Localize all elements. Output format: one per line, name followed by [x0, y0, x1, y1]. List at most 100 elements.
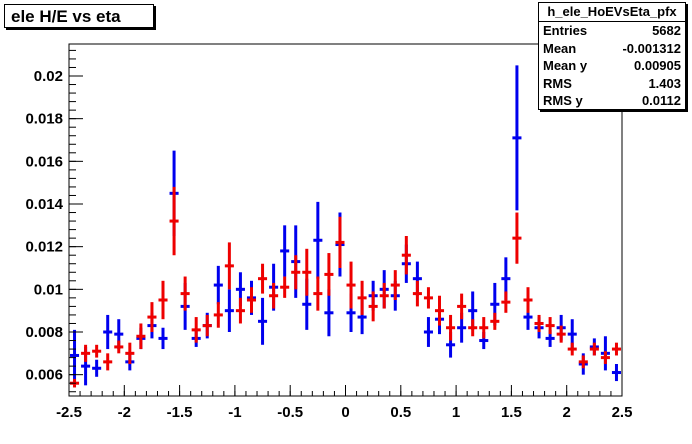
data-point: [158, 327, 168, 350]
data-point: [191, 317, 201, 343]
stats-value: 1.403: [648, 75, 681, 91]
y-tick-label: 0.014: [25, 196, 63, 213]
stats-label: Mean y: [543, 58, 588, 74]
data-point: [114, 340, 124, 354]
y-tick-label: 0.018: [25, 111, 63, 128]
data-point: [213, 302, 223, 328]
x-tick-label: 2.5: [612, 404, 633, 421]
y-tick-label: 0.012: [25, 239, 63, 256]
stats-row-mean-y: Mean y 0.00905: [539, 57, 685, 75]
stats-value: 5682: [652, 23, 681, 38]
stats-label: Mean: [543, 40, 577, 56]
stats-label: RMS: [543, 75, 572, 91]
data-point: [512, 65, 522, 211]
data-point: [457, 293, 467, 320]
data-point: [335, 216, 345, 268]
data-point: [324, 289, 334, 337]
chart-title: ele H/E vs eta: [4, 4, 154, 28]
data-point: [611, 342, 621, 356]
stats-row-rms: RMS 1.403: [539, 75, 685, 93]
data-point: [235, 297, 245, 324]
data-point: [202, 314, 212, 337]
data-point: [125, 342, 135, 364]
data-point: [291, 255, 301, 290]
data-point: [468, 319, 478, 337]
data-point: [490, 312, 500, 330]
data-point: [512, 212, 522, 264]
data-point: [213, 265, 223, 305]
x-tick-label: 1: [452, 404, 460, 421]
y-tick-label: 0.008: [25, 324, 63, 341]
data-point: [446, 314, 456, 341]
data-point: [103, 353, 113, 371]
data-point: [313, 276, 323, 311]
data-point: [280, 225, 290, 277]
data-point: [169, 186, 179, 256]
data-point: [324, 253, 334, 296]
data-point: [578, 355, 588, 369]
stats-label: Entries: [543, 23, 588, 38]
stats-box: h_ele_HoEVsEta_pfx Entries 5682 Mean -0.…: [538, 2, 686, 110]
data-point: [556, 325, 566, 343]
data-point: [92, 344, 102, 358]
stats-row-entries: Entries 5682: [539, 22, 685, 40]
data-point: [258, 263, 268, 294]
data-point: [158, 280, 168, 320]
x-tick-label: -2: [118, 404, 131, 421]
data-point: [357, 280, 367, 315]
x-tick-label: 0: [341, 404, 349, 421]
data-point: [434, 295, 445, 326]
y-tick-label: 0.016: [25, 153, 63, 170]
x-tick-label: -2.5: [56, 404, 82, 421]
data-point: [523, 287, 533, 313]
data-point: [269, 282, 279, 309]
data-point: [313, 201, 323, 279]
data-point: [346, 261, 356, 309]
data-point: [302, 248, 312, 296]
y-tick-label: 0.006: [25, 367, 63, 384]
series-red: [70, 186, 621, 388]
data-point: [224, 242, 234, 290]
data-point: [545, 317, 555, 335]
x-tick-label: -0.5: [277, 404, 303, 421]
data-point: [423, 287, 433, 309]
data-point: [368, 291, 378, 322]
x-tick-label: 0.5: [390, 404, 411, 421]
data-point: [611, 364, 621, 382]
data-point: [280, 276, 290, 298]
chart-marks: [70, 65, 621, 388]
data-point: [103, 314, 113, 350]
data-point: [534, 314, 544, 332]
data-point: [258, 297, 268, 345]
data-point: [479, 317, 489, 339]
data-point: [379, 282, 389, 309]
stats-value: 0.00905: [634, 58, 681, 74]
data-point: [180, 276, 190, 311]
data-point: [92, 359, 102, 377]
data-point: [136, 323, 146, 350]
stats-row-mean: Mean -0.001312: [539, 40, 685, 58]
stats-row-rms-y: RMS y 0.0112: [539, 92, 685, 110]
data-point: [390, 270, 400, 300]
data-point: [501, 291, 511, 313]
x-tick-label: -1.5: [167, 404, 193, 421]
data-point: [589, 342, 599, 356]
data-point: [147, 302, 157, 332]
data-point: [224, 289, 234, 332]
stats-histogram-name: h_ele_HoEVsEta_pfx: [539, 3, 685, 22]
data-point: [246, 287, 257, 313]
series-blue: [70, 65, 621, 386]
stats-value: -0.001312: [622, 40, 681, 56]
data-point: [567, 342, 577, 356]
y-tick-label: 0.01: [34, 281, 63, 298]
x-tick-label: 1.5: [501, 404, 522, 421]
x-tick-label: -1: [228, 404, 241, 421]
data-point: [412, 280, 422, 307]
data-point: [70, 329, 80, 382]
stats-label: RMS y: [543, 93, 583, 109]
x-tick-label: 2: [563, 404, 571, 421]
y-tick-label: 0.02: [34, 68, 63, 85]
stats-value: 0.0112: [641, 93, 681, 109]
data-point: [423, 317, 433, 347]
